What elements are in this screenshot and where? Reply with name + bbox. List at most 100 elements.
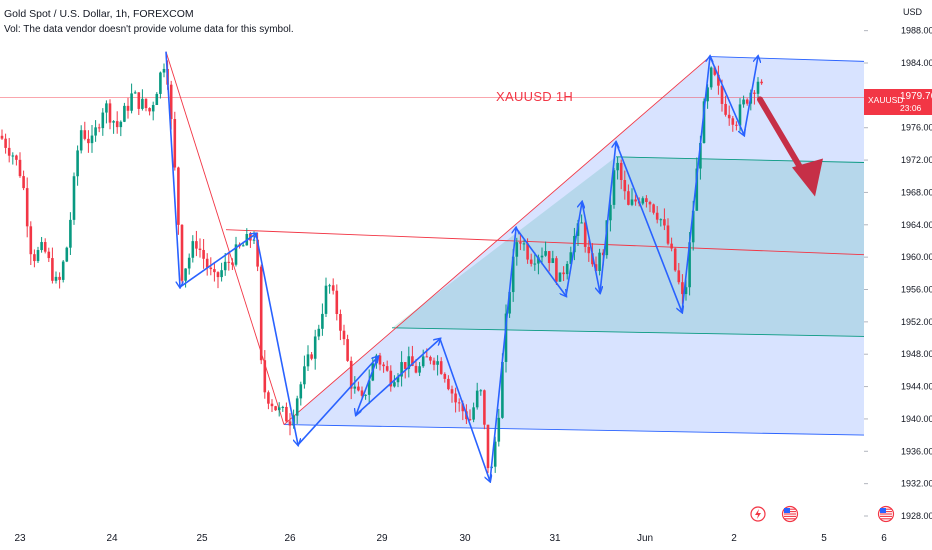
candle-body xyxy=(555,258,558,282)
candle-body xyxy=(313,336,317,359)
volume-note: Vol: The data vendor doesn't provide vol… xyxy=(4,24,294,35)
wave-arrow xyxy=(565,202,582,297)
y-tick-label: 1968.00 xyxy=(901,187,932,197)
candle-body xyxy=(184,268,187,281)
y-tick-label: 1952.00 xyxy=(901,317,932,327)
candle-body xyxy=(666,225,670,244)
candle-body xyxy=(432,360,436,365)
candle-body xyxy=(713,67,717,75)
candle-body xyxy=(205,258,209,268)
fib-green-zone xyxy=(392,156,864,337)
candle-body xyxy=(198,248,202,250)
candle-body xyxy=(83,130,87,139)
wave-arrow xyxy=(515,227,566,296)
candle-body xyxy=(735,124,738,126)
candle-body xyxy=(169,84,173,120)
us-flag-icon xyxy=(877,505,895,523)
y-tick-label: 1984.00 xyxy=(901,58,932,68)
candle-body xyxy=(223,261,227,271)
y-tick-label: 1928.00 xyxy=(901,511,932,521)
candle-body xyxy=(745,99,749,104)
resistance-line xyxy=(225,229,865,256)
candle-body xyxy=(51,258,54,281)
candle-body xyxy=(684,287,688,295)
candle-body xyxy=(357,386,360,391)
y-tick-label: 1960.00 xyxy=(901,252,932,262)
lightning-icon xyxy=(750,506,766,522)
candle-body xyxy=(40,242,43,251)
candle-body xyxy=(115,121,119,128)
candle-body xyxy=(159,72,162,94)
candle-body xyxy=(562,272,565,275)
candle-body xyxy=(457,402,461,404)
candle-body xyxy=(425,356,429,358)
candle-body xyxy=(565,263,569,275)
chart-annotation[interactable]: XAUUSD 1H xyxy=(496,89,574,104)
candle-body xyxy=(454,393,457,403)
candle-body xyxy=(612,170,616,205)
candle-body xyxy=(306,354,310,367)
candle-body xyxy=(29,226,33,255)
candle-body xyxy=(627,191,630,205)
x-tick-label: 25 xyxy=(196,533,208,544)
candle-body xyxy=(299,384,303,399)
candle-body xyxy=(681,282,684,295)
currency-label: USD xyxy=(903,7,923,17)
candle-body xyxy=(601,252,605,256)
candle-body xyxy=(403,362,407,369)
candle-body xyxy=(663,219,666,226)
candle-body xyxy=(731,118,735,125)
wave-arrow xyxy=(439,338,490,481)
wave-arrow xyxy=(681,57,710,313)
wave-arrow xyxy=(356,356,379,415)
wave-arrow xyxy=(297,357,378,446)
candle-body xyxy=(461,403,465,412)
candle-body xyxy=(256,239,259,267)
candle-body xyxy=(493,441,497,467)
candle-body xyxy=(105,103,108,113)
candle-body xyxy=(126,105,130,111)
candle-body xyxy=(227,261,231,263)
candle-body xyxy=(411,356,414,366)
fib-level-upper xyxy=(615,156,865,163)
candle-body xyxy=(151,105,155,112)
y-tick-label: 1940.00 xyxy=(901,414,932,424)
candle-body xyxy=(479,390,483,392)
wave-arrow xyxy=(743,57,758,136)
candle-body xyxy=(508,292,511,314)
candle-body xyxy=(87,138,90,144)
last-price-tag: XAUUSD 1979.76 23:06 xyxy=(864,89,932,115)
candle-body xyxy=(364,394,367,396)
candle-body xyxy=(259,266,263,361)
candle-body xyxy=(353,386,357,389)
candle-body xyxy=(558,272,562,282)
candle-body xyxy=(717,74,720,86)
wave-arrow xyxy=(355,339,440,416)
candle-body xyxy=(443,373,447,379)
candle-body xyxy=(195,241,198,249)
candle-body xyxy=(0,135,4,139)
x-tick-label: 5 xyxy=(821,533,827,544)
y-tick-label: 1956.00 xyxy=(901,285,932,295)
projection-arrow-shaft xyxy=(757,96,807,177)
candle-body xyxy=(439,361,443,374)
candle-body xyxy=(393,382,396,387)
price-tag-price: 1979.76 xyxy=(900,91,932,102)
fib-level-lower xyxy=(391,327,865,337)
y-tick-label: 1988.00 xyxy=(901,26,932,36)
candle-body xyxy=(641,198,645,204)
x-tick-label: Jun xyxy=(637,533,653,544)
candle-body xyxy=(47,251,51,259)
candle-body xyxy=(335,290,339,314)
candle-body xyxy=(65,247,69,262)
candle-body xyxy=(598,252,601,272)
candle-body xyxy=(11,155,15,157)
candle-body xyxy=(94,127,97,136)
candle-body xyxy=(324,285,328,314)
candle-body xyxy=(688,242,691,288)
candle-body xyxy=(281,406,285,408)
candle-body xyxy=(148,108,151,112)
candle-body xyxy=(310,354,313,359)
price-tag-symbol: XAUUSD xyxy=(868,95,904,105)
